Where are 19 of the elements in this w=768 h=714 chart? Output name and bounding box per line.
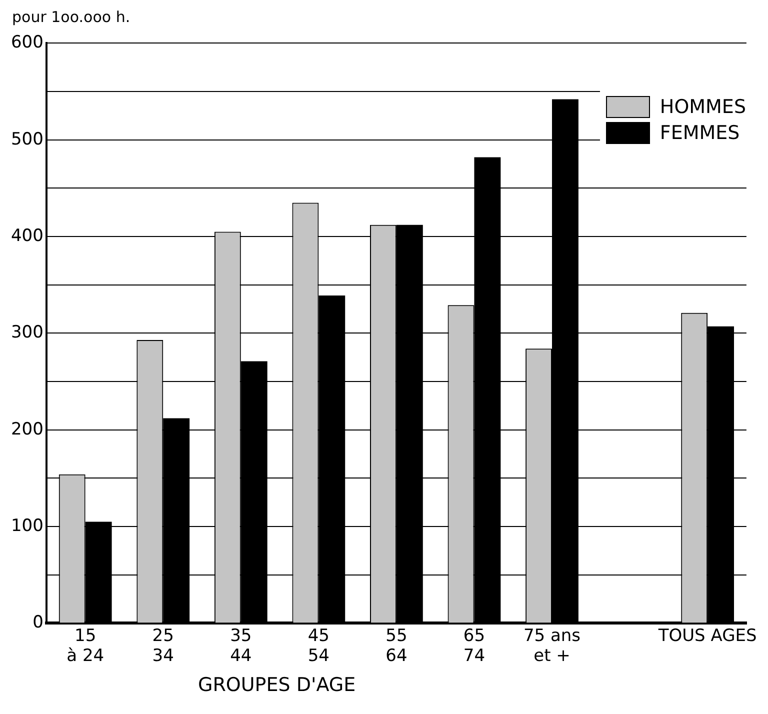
x-tick-label: 15 à 24	[66, 626, 104, 666]
x-tick-label: TOUS AGES	[657, 626, 757, 646]
y-tick-label: 0	[32, 612, 44, 633]
y-tick-label: 600	[10, 32, 44, 53]
y-tick-label: 100	[10, 516, 44, 536]
y-axis-title: pour 1oo.ooo h.	[12, 8, 130, 26]
x-tick-label: 35 44	[230, 626, 252, 666]
legend-label: FEMMES	[660, 122, 740, 144]
y-tick-label: 500	[10, 129, 44, 150]
x-tick-label: 55 64	[386, 626, 408, 666]
y-tick-label: 400	[10, 226, 44, 246]
x-tick-label: 65 74	[463, 626, 486, 666]
x-tick-label: 25 34	[152, 626, 174, 666]
legend-label: HOMMES	[660, 96, 746, 118]
x-tick-label: 45 54	[308, 626, 330, 666]
x-tick-label: 75 ans et +	[523, 626, 581, 666]
y-tick-label: 200	[10, 419, 44, 440]
x-axis-title: GROUPES D'AGE	[198, 674, 356, 696]
y-tick-label: 300	[10, 322, 44, 343]
